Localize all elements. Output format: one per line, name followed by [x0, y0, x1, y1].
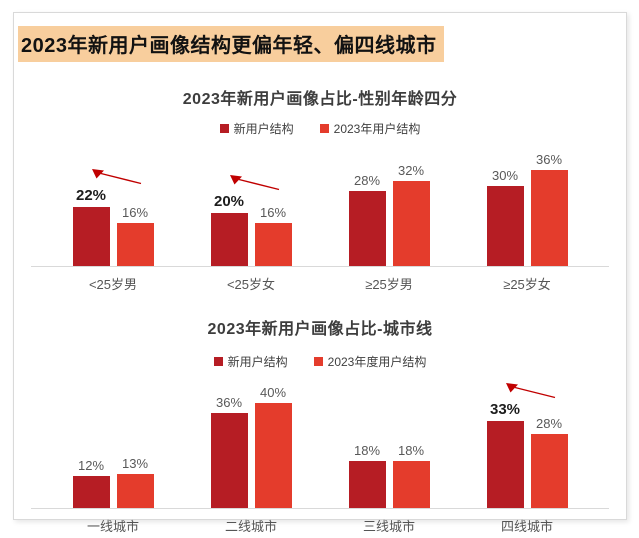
- bar-value-label: 32%: [397, 163, 425, 178]
- legend-swatch-icon: [213, 357, 223, 366]
- bar-column: 16%: [254, 205, 292, 266]
- bar-group: 36% 40%: [210, 385, 292, 508]
- bar-value-label: 36%: [535, 152, 563, 167]
- bar-group: 28% 32%: [348, 163, 430, 266]
- bar-column: 33%: [486, 401, 524, 508]
- headline-wrap: 2023年新用户画像结构更偏年轻、偏四线城市: [18, 26, 626, 62]
- category-label: <25岁男: [88, 277, 138, 292]
- bar-column: 40%: [254, 385, 292, 508]
- bar-column: 28%: [530, 416, 568, 508]
- bar-value-label: 22%: [75, 187, 107, 204]
- trend-up-arrow-icon: [505, 383, 555, 399]
- category-label: 一线城市: [86, 519, 139, 534]
- bar-group: 12% 13%: [72, 456, 154, 508]
- legend: 新用户结构 2023年度用户结构: [14, 353, 626, 370]
- bar-group: 22% 16%: [72, 169, 154, 266]
- bar-column: 16%: [116, 205, 154, 266]
- chart-title: 2023年新用户画像占比-性别年龄四分: [182, 91, 458, 108]
- category-label: 三线城市: [362, 519, 415, 534]
- legend-swatch-icon: [319, 124, 329, 133]
- bar: [530, 170, 568, 266]
- categories-row: <25岁男 <25岁女 ≥25岁男 ≥25岁女: [14, 274, 626, 293]
- legend-item: 2023年用户结构: [319, 120, 421, 137]
- chart-city-tier: 2023年新用户画像占比-城市线 新用户结构 2023年度用户结构 12% 13% 3…: [14, 315, 626, 535]
- bar-value-label: 16%: [121, 205, 149, 220]
- category-label: 二线城市: [224, 519, 277, 534]
- bar: [486, 186, 524, 266]
- bar: [254, 223, 292, 266]
- bar: [72, 476, 110, 508]
- bar-column: 36%: [210, 395, 248, 508]
- bar-group: 20% 16%: [210, 175, 292, 266]
- legend-label: 2023年用户结构: [333, 122, 421, 136]
- plot-area: 22% 16% 20% 16% 28% 32% 30% 36%: [14, 142, 626, 266]
- slide-card: 2023年新用户画像结构更偏年轻、偏四线城市 2023年新用户画像占比-性别年龄…: [13, 12, 627, 534]
- bar-column: 32%: [392, 163, 430, 266]
- bar-column: 36%: [530, 152, 568, 266]
- bar: [530, 434, 568, 508]
- legend-item: 新用户结构: [219, 120, 294, 137]
- bar-column: 13%: [116, 456, 154, 508]
- bar-column: 22%: [72, 187, 110, 266]
- bar-value-label: 18%: [397, 443, 425, 458]
- bar: [116, 223, 154, 266]
- bar-group: 18% 18%: [348, 443, 430, 508]
- bar-value-label: 40%: [259, 385, 287, 400]
- bar: [210, 413, 248, 508]
- bar: [72, 207, 110, 266]
- bar-value-label: 30%: [491, 168, 519, 183]
- bar: [254, 403, 292, 508]
- bar-value-label: 20%: [213, 193, 245, 210]
- bar: [210, 213, 248, 266]
- bar-value-label: 36%: [215, 395, 243, 410]
- legend-label: 新用户结构: [227, 355, 288, 369]
- bar-value-label: 33%: [489, 401, 521, 418]
- bar-value-label: 12%: [77, 458, 105, 473]
- bar-column: 12%: [72, 458, 110, 508]
- bar-column: 20%: [210, 193, 248, 266]
- category-label: ≥25岁女: [503, 277, 551, 292]
- category-label: ≥25岁男: [365, 277, 413, 292]
- bar-group: 30% 36%: [486, 152, 568, 266]
- legend-swatch-icon: [313, 357, 323, 366]
- bar: [486, 421, 524, 508]
- trend-up-arrow-icon: [229, 175, 279, 191]
- bar-value-label: 16%: [259, 205, 287, 220]
- x-axis-line: [31, 266, 609, 267]
- bar: [392, 181, 430, 266]
- x-axis-line: [31, 508, 609, 509]
- bar-value-label: 28%: [353, 173, 381, 188]
- plot-area: 12% 13% 36% 40% 18% 18% 33% 28%: [14, 375, 626, 508]
- bar-column: 18%: [348, 443, 386, 508]
- bar-column: 18%: [392, 443, 430, 508]
- legend: 新用户结构 2023年用户结构: [14, 120, 626, 137]
- chart-title: 2023年新用户画像占比-城市线: [207, 321, 433, 338]
- legend-item: 2023年度用户结构: [313, 353, 427, 370]
- categories-row: 一线城市 二线城市 三线城市 四线城市: [14, 516, 626, 535]
- bar: [392, 461, 430, 508]
- legend-label: 2023年度用户结构: [327, 355, 427, 369]
- page-title: 2023年新用户画像结构更偏年轻、偏四线城市: [18, 26, 444, 62]
- legend-swatch-icon: [219, 124, 229, 133]
- legend-label: 新用户结构: [233, 122, 294, 136]
- bar: [116, 474, 154, 508]
- bar-column: 30%: [486, 168, 524, 266]
- bar-group: 33% 28%: [486, 383, 568, 508]
- bar: [348, 461, 386, 508]
- bar-value-label: 28%: [535, 416, 563, 431]
- trend-up-arrow-icon: [91, 169, 141, 185]
- category-label: 四线城市: [500, 519, 553, 534]
- legend-item: 新用户结构: [213, 353, 288, 370]
- chart-gender-age: 2023年新用户画像占比-性别年龄四分 新用户结构 2023年用户结构 22% 16…: [14, 85, 626, 293]
- category-label: <25岁女: [226, 277, 276, 292]
- bar-value-label: 13%: [121, 456, 149, 471]
- bar-value-label: 18%: [353, 443, 381, 458]
- bar-column: 28%: [348, 173, 386, 266]
- bar: [348, 191, 386, 266]
